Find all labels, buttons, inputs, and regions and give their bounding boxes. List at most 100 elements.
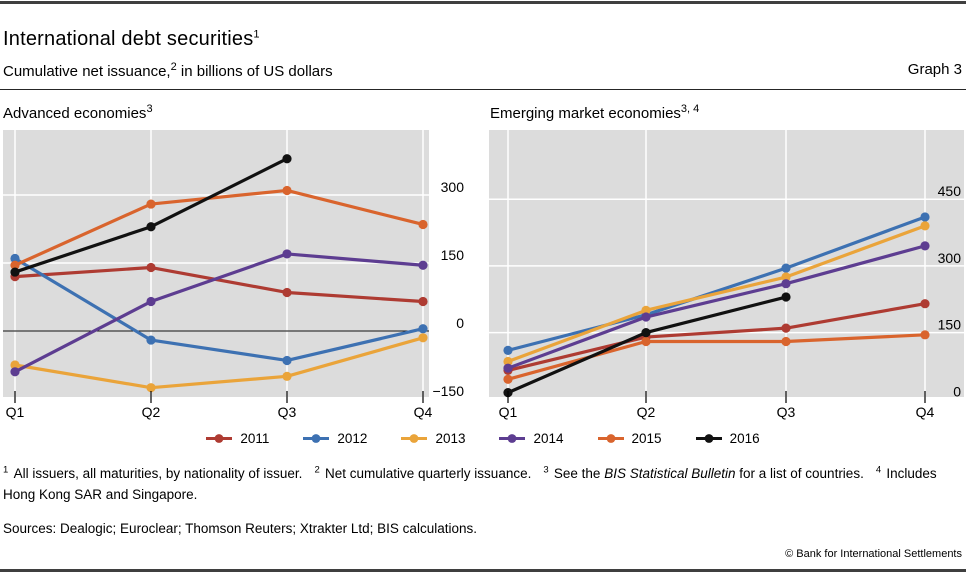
y-axis-label-150: 150 bbox=[441, 247, 465, 263]
y-axis-label--150: −150 bbox=[432, 383, 464, 399]
series-2014-point-Q1 bbox=[503, 363, 513, 373]
series-2011-segment bbox=[784, 302, 927, 330]
legend-marker-icon bbox=[597, 434, 624, 443]
x-axis-label-Q4: Q4 bbox=[414, 404, 433, 420]
chart-subtitle: Cumulative net issuance,2 in billions of… bbox=[3, 61, 333, 80]
series-2012-segment bbox=[506, 313, 648, 352]
series-2013-point-Q2 bbox=[641, 305, 651, 315]
y-axis-label-0: 0 bbox=[456, 315, 464, 331]
series-2011-segment bbox=[285, 290, 425, 304]
subtitle-text: Cumulative net issuance, bbox=[3, 63, 171, 80]
series-2011-point-Q3 bbox=[282, 287, 292, 298]
legend-label: 2012 bbox=[337, 431, 368, 446]
advanced-economies-line-chart: 300 150 0 −150 Q1 Q2 Q3 Q4 bbox=[3, 130, 465, 420]
legend-item-2014: 2014 bbox=[499, 431, 564, 446]
series-2015-segment bbox=[506, 339, 648, 381]
legend-dot bbox=[606, 434, 615, 443]
legend-label: 2015 bbox=[631, 431, 662, 446]
series-2015-segment bbox=[285, 188, 425, 227]
y-axis-label-450: 450 bbox=[938, 183, 962, 199]
series-2014-segment bbox=[784, 244, 927, 286]
series-2015-segment bbox=[784, 333, 927, 344]
series-2015-point-Q4 bbox=[920, 330, 930, 340]
series-2012-point-Q3 bbox=[781, 263, 791, 273]
y-axis-label-0: 0 bbox=[953, 383, 961, 399]
legend-label: 2011 bbox=[240, 431, 270, 446]
series-2016-segment bbox=[644, 295, 788, 335]
series-2013-point-Q3 bbox=[781, 272, 791, 282]
series-2013-point-Q1 bbox=[10, 360, 20, 370]
footnote-publication-name: BIS Statistical Bulletin bbox=[604, 465, 736, 481]
y-axis-label-300: 300 bbox=[441, 179, 465, 195]
series-2014-point-Q2 bbox=[641, 312, 651, 322]
x-axis-label-Q2: Q2 bbox=[142, 404, 161, 420]
series-2016-segment bbox=[13, 225, 153, 274]
series-2013-segment bbox=[13, 363, 153, 390]
header-divider-rule bbox=[0, 89, 966, 90]
legend-item-2012: 2012 bbox=[303, 431, 367, 446]
series-2013-segment bbox=[644, 275, 788, 312]
legend-dot bbox=[410, 434, 419, 443]
bottom-rule bbox=[0, 569, 966, 572]
y-axis-label-300: 300 bbox=[938, 250, 962, 266]
legend-dot bbox=[214, 434, 224, 443]
legend-dot bbox=[704, 434, 713, 443]
legend-marker-icon bbox=[499, 434, 526, 443]
left-panel-title: Advanced economies3 bbox=[3, 103, 153, 122]
series-2014-segment bbox=[644, 282, 788, 319]
footnote-marker: 2 bbox=[314, 464, 325, 475]
footnote-marker: 4 bbox=[875, 464, 887, 475]
legend-label: 2014 bbox=[533, 431, 564, 446]
series-2015-point-Q1 bbox=[503, 374, 513, 384]
x-axis-label-Q3: Q3 bbox=[777, 404, 796, 420]
series-2015-point-Q3 bbox=[781, 336, 791, 347]
series-2014-segment bbox=[13, 299, 153, 374]
plot-area bbox=[489, 130, 964, 397]
series-2016-segment bbox=[506, 331, 648, 395]
legend-label: 2013 bbox=[435, 431, 466, 446]
footnotes: 1 All issuers, all maturities, by nation… bbox=[3, 459, 959, 505]
series-2013-segment bbox=[285, 336, 425, 378]
emerging-market-economies-line-chart: 450 300 150 0 Q1 Q2 Q3 Q4 bbox=[489, 130, 964, 420]
page-title: International debt securities1 bbox=[3, 28, 260, 51]
chart-legend: 2011 2012 2013 2014 2015 2016 bbox=[0, 431, 966, 446]
footnote-4: 4 Includes Hong Kong SAR and Singapore. bbox=[3, 464, 937, 502]
right-panel-footnote-marker: 3, 4 bbox=[680, 103, 700, 115]
x-axis-label-Q4: Q4 bbox=[916, 404, 935, 420]
legend-marker-icon bbox=[206, 434, 233, 443]
series-2015-point-Q4 bbox=[418, 219, 428, 230]
footnote-3: 3 See the BIS Statistical Bulletin for a… bbox=[543, 464, 864, 481]
legend-item-2011: 2011 bbox=[206, 431, 269, 446]
right-panel-title-text: Emerging market economies bbox=[490, 105, 681, 122]
subtitle-footnote-marker: 2 bbox=[170, 61, 177, 73]
series-2012-point-Q3 bbox=[282, 355, 292, 366]
legend-item-2013: 2013 bbox=[401, 431, 465, 446]
legend-marker-icon bbox=[303, 434, 330, 443]
subtitle-units: in billions of US dollars bbox=[176, 63, 333, 80]
series-2013-point-Q4 bbox=[418, 333, 428, 343]
series-2012-segment bbox=[13, 256, 153, 342]
series-2016-segment bbox=[149, 157, 289, 229]
series-2016-point-Q2 bbox=[641, 328, 651, 338]
series-2016-point-Q1 bbox=[10, 267, 20, 277]
series-2015-segment bbox=[149, 188, 289, 206]
x-axis-label-Q2: Q2 bbox=[637, 404, 656, 420]
top-rule bbox=[0, 1, 966, 4]
series-2012-point-Q4 bbox=[920, 212, 930, 222]
legend-marker-icon bbox=[695, 434, 722, 443]
series-2011-point-Q4 bbox=[920, 299, 930, 309]
graph-number-label: Graph 3 bbox=[907, 61, 962, 78]
series-2016-point-Q3 bbox=[781, 292, 791, 302]
legend-label: 2016 bbox=[729, 431, 760, 446]
series-2012-segment bbox=[285, 327, 425, 363]
page-title-text: International debt securities bbox=[3, 28, 254, 51]
series-2011-point-Q2 bbox=[146, 262, 156, 273]
series-2013-point-Q3 bbox=[282, 371, 292, 381]
series-2014-segment bbox=[285, 252, 425, 267]
x-axis-label-Q1: Q1 bbox=[499, 404, 518, 420]
series-2012-segment bbox=[644, 266, 788, 317]
series-2013-segment bbox=[149, 374, 289, 390]
series-2015-point-Q1 bbox=[10, 260, 20, 270]
series-2013-segment bbox=[784, 224, 927, 279]
